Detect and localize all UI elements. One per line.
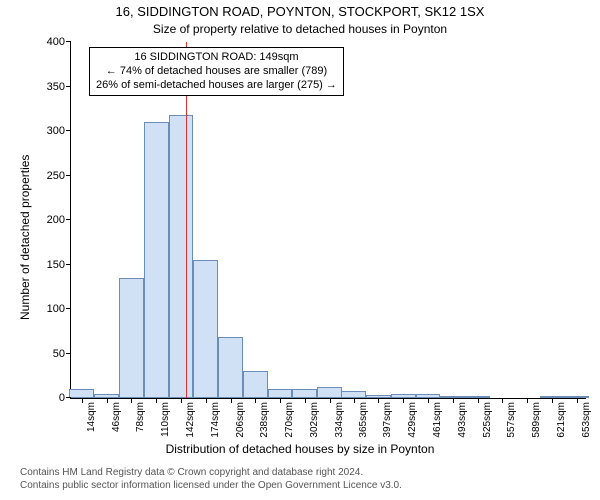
x-tick-label: 557sqm <box>506 402 517 438</box>
x-tick-label: 14sqm <box>86 402 97 432</box>
y-tick-mark <box>66 41 71 42</box>
x-tick-mark <box>280 398 281 403</box>
x-tick-mark <box>107 398 108 403</box>
histogram-bar <box>317 387 342 398</box>
x-axis-label: Distribution of detached houses by size … <box>0 442 600 456</box>
histogram-bar <box>193 260 218 398</box>
annotation-line: ← 74% of detached houses are smaller (78… <box>96 65 337 79</box>
x-tick-mark <box>403 398 404 403</box>
x-tick-mark <box>577 398 578 403</box>
x-tick-label: 78sqm <box>135 402 146 432</box>
x-tick-mark <box>206 398 207 403</box>
footer-attribution: Contains HM Land Registry data © Crown c… <box>20 466 402 492</box>
histogram-bar <box>292 389 317 398</box>
y-tick-label: 250 <box>47 170 65 182</box>
x-tick-label: 206sqm <box>235 402 246 438</box>
annotation-line: 16 SIDDINGTON ROAD: 149sqm <box>96 51 337 65</box>
histogram-bar <box>243 371 268 398</box>
x-tick-label: 46sqm <box>111 402 122 432</box>
histogram-bar <box>218 337 243 398</box>
y-tick-mark <box>66 86 71 87</box>
footer-line-2: Contains public sector information licen… <box>20 479 402 492</box>
x-tick-mark <box>131 398 132 403</box>
histogram-bar <box>119 278 144 398</box>
footer-line-1: Contains HM Land Registry data © Crown c… <box>20 466 402 479</box>
y-tick-mark <box>66 308 71 309</box>
x-tick-mark <box>82 398 83 403</box>
y-tick-mark <box>66 219 71 220</box>
y-tick-mark <box>66 264 71 265</box>
x-tick-mark <box>527 398 528 403</box>
x-tick-mark <box>181 398 182 403</box>
y-tick-label: 50 <box>53 348 65 360</box>
x-tick-mark <box>478 398 479 403</box>
y-tick-label: 200 <box>47 214 65 226</box>
x-tick-mark <box>156 398 157 403</box>
histogram-plot: 05010015020025030035040014sqm46sqm78sqm1… <box>70 42 586 399</box>
y-tick-label: 150 <box>47 259 65 271</box>
chart-title-main: 16, SIDDINGTON ROAD, POYNTON, STOCKPORT,… <box>0 4 600 19</box>
histogram-bar <box>69 389 94 398</box>
x-tick-label: 653sqm <box>581 402 592 438</box>
annotation-line: 26% of semi-detached houses are larger (… <box>96 79 337 93</box>
x-tick-mark <box>231 398 232 403</box>
annotation-box: 16 SIDDINGTON ROAD: 149sqm← 74% of detac… <box>89 47 344 96</box>
x-tick-mark <box>378 398 379 403</box>
y-tick-mark <box>66 130 71 131</box>
x-tick-label: 302sqm <box>309 402 320 438</box>
x-tick-label: 525sqm <box>482 402 493 438</box>
x-tick-mark <box>354 398 355 403</box>
x-tick-mark <box>428 398 429 403</box>
x-tick-label: 334sqm <box>334 402 345 438</box>
x-tick-label: 110sqm <box>160 402 171 437</box>
x-tick-label: 142sqm <box>185 402 196 438</box>
y-tick-label: 400 <box>47 36 65 48</box>
y-tick-mark <box>66 353 71 354</box>
histogram-bar <box>169 115 194 398</box>
x-tick-label: 397sqm <box>382 402 393 438</box>
x-tick-label: 238sqm <box>259 402 270 438</box>
y-tick-mark <box>66 397 71 398</box>
x-tick-label: 365sqm <box>358 402 369 438</box>
x-tick-mark <box>552 398 553 403</box>
y-tick-label: 0 <box>59 392 65 404</box>
chart-title-sub: Size of property relative to detached ho… <box>0 22 600 36</box>
y-tick-label: 300 <box>47 125 65 137</box>
x-tick-label: 270sqm <box>284 402 295 438</box>
x-tick-label: 174sqm <box>210 402 221 438</box>
y-tick-mark <box>66 175 71 176</box>
y-tick-label: 350 <box>47 81 65 93</box>
x-tick-mark <box>330 398 331 403</box>
y-tick-label: 100 <box>47 303 65 315</box>
histogram-bar <box>144 122 169 398</box>
x-tick-mark <box>255 398 256 403</box>
x-tick-mark <box>305 398 306 403</box>
histogram-bar <box>268 389 293 398</box>
x-tick-mark <box>453 398 454 403</box>
x-tick-label: 493sqm <box>457 402 468 438</box>
histogram-bar <box>341 391 366 398</box>
x-tick-label: 429sqm <box>407 402 418 438</box>
x-tick-label: 589sqm <box>531 402 542 438</box>
x-tick-label: 621sqm <box>556 402 567 438</box>
x-tick-label: 461sqm <box>432 402 443 438</box>
x-tick-mark <box>502 398 503 403</box>
y-axis-label: Number of detached properties <box>18 155 32 320</box>
